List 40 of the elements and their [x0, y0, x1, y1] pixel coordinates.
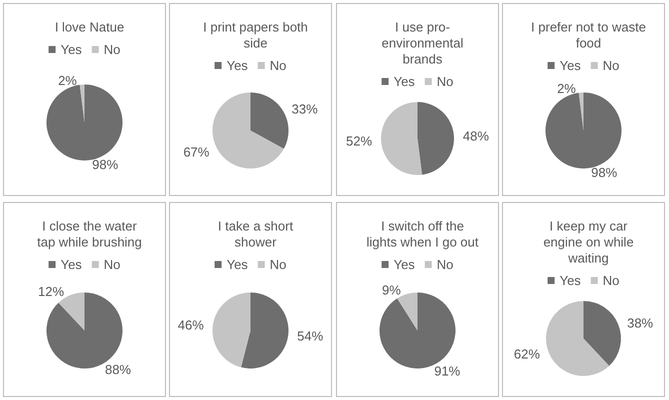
- chart-title: I switch off the lights when I go out: [366, 218, 479, 250]
- legend-label: Yes: [394, 257, 416, 272]
- legend-label: No: [104, 257, 120, 272]
- chart-title: I take a short shower: [218, 218, 294, 250]
- data-label: 62%: [514, 346, 540, 362]
- legend-label: Yes: [560, 58, 582, 73]
- legend-label: No: [602, 58, 620, 73]
- legend-label: Yes: [60, 42, 82, 57]
- data-label: 52%: [346, 134, 373, 149]
- data-label: 12%: [38, 284, 64, 299]
- legend-label: Yes: [560, 273, 582, 288]
- chart-title: I prefer not to waste food: [531, 20, 646, 50]
- data-label: 38%: [627, 316, 654, 331]
- legend-label: Yes: [226, 257, 248, 272]
- legend-label: No: [104, 42, 120, 57]
- legend-label: No: [436, 257, 454, 272]
- data-label: 54%: [297, 328, 324, 344]
- data-label: 46%: [178, 318, 204, 333]
- chart-title: I print papers both side: [203, 20, 308, 50]
- legend-label: No: [436, 74, 454, 89]
- data-label: 9%: [382, 282, 402, 298]
- chart-title: I use pro-environmental brands: [382, 20, 464, 66]
- legend-label: No: [602, 273, 620, 288]
- legend-label: Yes: [226, 58, 248, 73]
- data-label: 2%: [58, 73, 78, 88]
- data-label: 2%: [557, 81, 576, 96]
- legend-label: Yes: [60, 257, 82, 272]
- legend-label: No: [270, 257, 286, 272]
- chart-title: I close the water tap while brushing: [37, 218, 142, 250]
- chart-title: I keep my car engine on while waiting: [543, 218, 634, 266]
- data-label: 88%: [104, 362, 132, 378]
- data-label: 48%: [462, 128, 490, 144]
- data-label: 91%: [434, 363, 461, 378]
- data-label: 33%: [292, 102, 318, 117]
- legend-label: No: [270, 58, 286, 73]
- chart-title: I love Natue: [54, 20, 124, 34]
- data-label: 98%: [591, 164, 618, 180]
- legend-label: Yes: [394, 74, 416, 89]
- data-label: 67%: [183, 144, 210, 160]
- data-label: 98%: [92, 156, 119, 172]
